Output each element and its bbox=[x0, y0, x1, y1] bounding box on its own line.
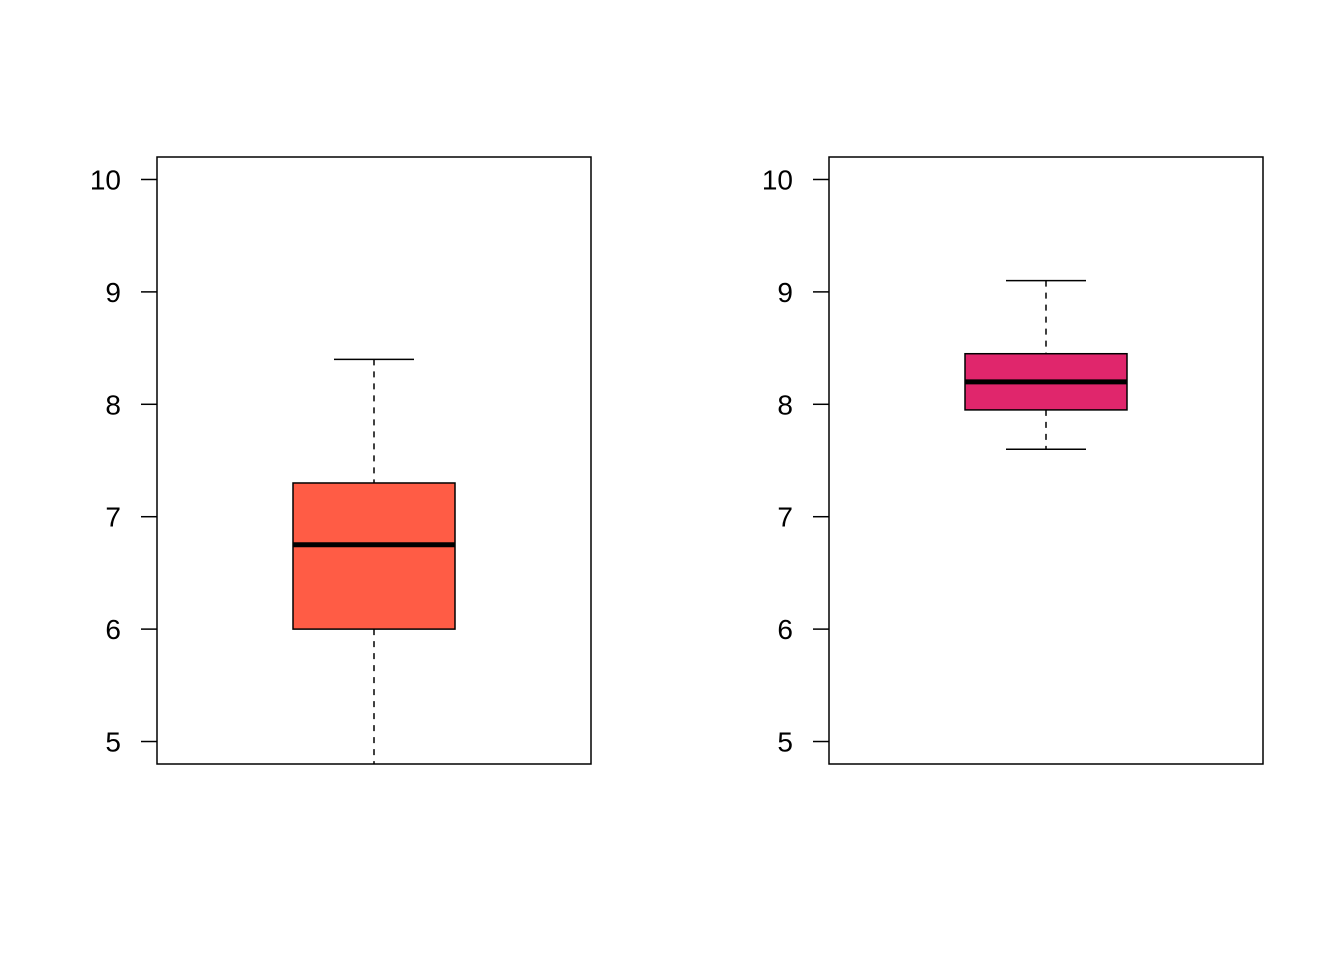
y-tick-label: 6 bbox=[105, 614, 121, 645]
iqr-box bbox=[292, 482, 456, 630]
y-tick-label: 6 bbox=[777, 614, 793, 645]
y-tick-label: 9 bbox=[105, 277, 121, 308]
y-tick-label: 5 bbox=[105, 727, 121, 758]
y-tick-label: 10 bbox=[90, 164, 121, 195]
y-tick-label: 7 bbox=[105, 502, 121, 533]
y-tick-label: 8 bbox=[777, 389, 793, 420]
boxplot-panel-1: 5 6 7 8 9 10 bbox=[90, 156, 592, 765]
y-tick-label: 9 bbox=[777, 277, 793, 308]
y-tick-label: 7 bbox=[777, 502, 793, 533]
y-tick-label: 8 bbox=[105, 389, 121, 420]
y-tick-label: 5 bbox=[777, 727, 793, 758]
boxplot-panel-2: 5 6 7 8 9 10 bbox=[762, 156, 1264, 765]
y-tick-label: 10 bbox=[762, 164, 793, 195]
plot-frame bbox=[828, 156, 1264, 765]
